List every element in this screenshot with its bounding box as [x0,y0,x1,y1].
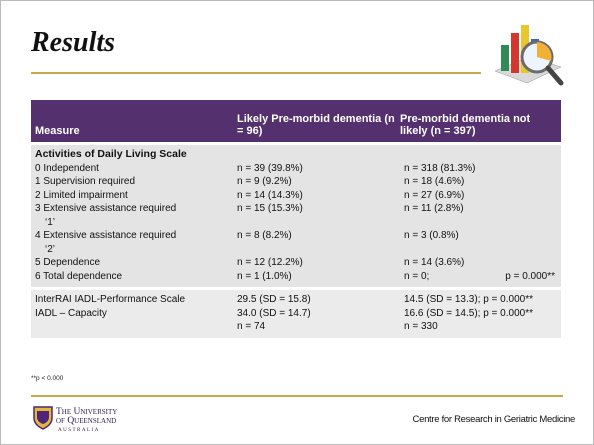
row-label: IADL – Capacity [35,307,107,319]
cell-text: n = 0; [404,270,430,282]
results-table: Measure Likely Pre-morbid dementia (n = 9… [31,100,561,338]
row-label: 4 Extensive assistance required ‘2’ [35,230,177,255]
cell-text: 16.6 (SD = 14.5); p = 0.000** [404,307,533,319]
university-crest [33,406,53,430]
row-label: 6 Total dependence [35,270,123,282]
cell: n = 330 [396,320,561,334]
cell-note: p = 0.000** [505,270,555,282]
cell-text: n = 318 (81.3%) [404,162,476,174]
table-row: InterRAI IADL-Performance Scale 29.5 (SD … [31,293,561,307]
cell-text: n = 3 (0.8%) [404,230,459,241]
university-country: Australia [58,428,100,433]
cell: n = 318 (81.3%) [396,162,561,176]
row-label [31,320,233,334]
table-row: 6 Total dependence n = 1 (1.0%) n = 0; p = … [31,270,561,284]
row-label: 2 Limited impairment [35,189,128,201]
header-row: Measure Likely Pre-morbid dementia (n = 9… [31,100,561,142]
footer-rule [31,395,563,397]
row-label: InterRAI IADL-Performance Scale [35,294,186,305]
table-row: 1 Supervision required n = 9 (9.2%) n = 18… [31,175,561,189]
table-row: 5 Dependence n = 12 (12.2%) n = 14 (3.6%) [31,256,561,270]
university-line: of Queensland [56,416,117,426]
cell: n = 18 (4.6%) [396,175,561,189]
cell: n = 74 [237,321,266,332]
cell: n = 8 (8.2%) [237,230,292,241]
table-section: Activities of Daily Living Scale 0 Indepe… [31,145,561,287]
cell-text: n = 14 (3.6%) [404,257,465,268]
table-section: InterRAI IADL-Performance Scale 29.5 (SD … [31,290,561,338]
cell: n = 11 (2.8%) [396,202,561,229]
footnote: **p < 0.000 [31,375,64,382]
cell: n = 14 (3.6%) [396,256,561,270]
slide-title: Results [31,27,116,58]
table-row: n = 74 n = 330 [31,320,561,334]
cell: n = 1 (1.0%) [237,270,292,282]
cell: n = 27 (6.9%) [396,189,561,203]
cell-text: n = 11 (2.8%) [404,203,464,214]
chart-icon [494,25,564,86]
table-row: 4 Extensive assistance required ‘2’ n = 8… [31,229,561,256]
header-cell: Pre-morbid dementia not likely (n = 397) [400,113,531,137]
cell: n = 0; p = 0.000** [396,270,561,284]
university-name: The University of Queensland Australia [56,407,118,435]
row-label: 5 Dependence [35,257,101,268]
row-label: 0 Independent [35,162,99,174]
cell: n = 15 (15.3%) [237,203,303,214]
cell: 16.6 (SD = 14.5); p = 0.000** [396,307,561,321]
centre-name: Centre for Research in Geriatric Medicin… [412,414,576,425]
table-row: IADL – Capacity 34.0 (SD = 14.7) 16.6 (SD … [31,307,561,321]
university-line: The University [56,407,118,417]
cell-text: n = 27 (6.9%) [404,189,465,201]
cell: n = 9 (9.2%) [237,176,292,187]
cell: n = 14 (14.3%) [237,189,303,201]
table-row: 0 Independent n = 39 (39.8%) n = 318 (81.3… [31,162,561,176]
cell: 29.5 (SD = 15.8) [237,294,311,305]
section-heading: Activities of Daily Living Scale [35,148,187,160]
row-label: 1 Supervision required [35,176,136,187]
header-cell: Likely Pre-morbid dementia (n = 96) [237,113,395,137]
header-cell: Measure [35,125,80,137]
cell-text: 14.5 (SD = 13.3); p = 0.000** [404,294,533,305]
cell: n = 3 (0.8%) [396,229,561,256]
cell: 14.5 (SD = 13.3); p = 0.000** [396,293,561,307]
row-label: 3 Extensive assistance required ‘1’ [35,203,177,228]
cell: n = 39 (39.8%) [237,162,303,174]
cell-text: n = 330 [404,321,438,332]
cell: n = 12 (12.2%) [237,257,303,268]
cell-text: n = 18 (4.6%) [404,176,465,187]
table-row: 2 Limited impairment n = 14 (14.3%) n = 27… [31,189,561,203]
table-row: 3 Extensive assistance required ‘1’ n = 1… [31,202,561,229]
title-rule [31,72,481,74]
cell: 34.0 (SD = 14.7) [237,307,311,319]
